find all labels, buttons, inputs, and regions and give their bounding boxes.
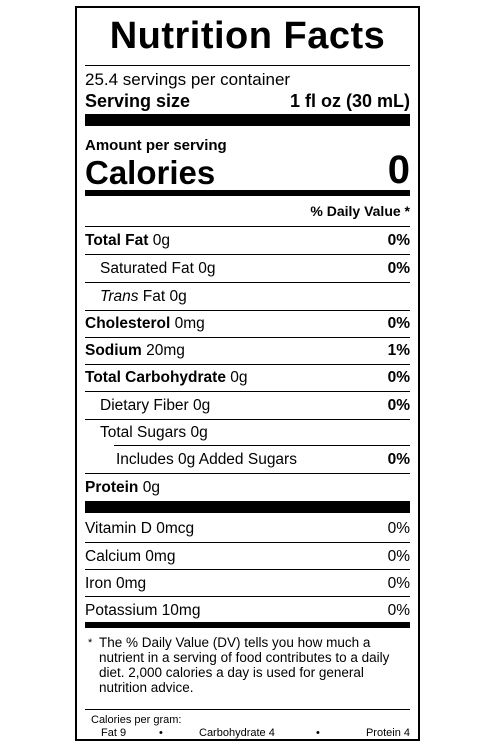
medium-divider	[85, 622, 410, 628]
footnote-star: *	[88, 637, 93, 649]
saturated-fat: Saturated Fat 0g	[100, 260, 216, 277]
bullet: •	[316, 727, 320, 739]
footnote-text: The % Daily Value (DV) tells you how muc…	[99, 635, 390, 695]
total-sugars: Total Sugars 0g	[100, 424, 208, 441]
sodium-amount: 20mg	[146, 342, 185, 359]
added-sugars-dv: 0%	[387, 451, 410, 468]
divider	[85, 569, 410, 570]
potassium: Potassium 10mg	[85, 602, 201, 619]
calories-per-gram-label: Calories per gram:	[91, 714, 182, 726]
total-fat-row: Total Fat 0g	[85, 232, 170, 250]
divider	[114, 445, 410, 446]
bullet: •	[159, 727, 163, 739]
added-sugars: Includes 0g Added Sugars	[116, 451, 297, 468]
divider	[85, 254, 410, 255]
calcium-dv: 0%	[387, 548, 410, 565]
thick-divider	[85, 114, 410, 126]
vitamin-d: Vitamin D 0mcg	[85, 520, 195, 537]
carbohydrate-per-gram: Carbohydrate 4	[199, 727, 275, 739]
servings-per-container: 25.4 servings per container	[85, 70, 291, 89]
fat-per-gram: Fat 9	[101, 727, 127, 739]
calories-value: 0	[387, 148, 410, 192]
divider	[85, 337, 410, 338]
divider	[85, 282, 410, 283]
protein-name: Protein	[85, 479, 139, 496]
label-content: Nutrition Facts 25.4 servings per contai…	[85, 8, 410, 739]
sodium-name: Sodium	[85, 342, 142, 359]
sodium-dv: 1%	[387, 342, 410, 359]
daily-value-header: % Daily Value *	[310, 203, 410, 219]
divider	[85, 65, 410, 66]
divider	[85, 226, 410, 227]
calories-label: Calories	[85, 154, 216, 191]
dietary-fiber-dv: 0%	[387, 397, 410, 414]
divider	[85, 310, 410, 311]
trans-fat-italic: Trans	[100, 288, 139, 305]
iron: Iron 0mg	[85, 575, 147, 592]
divider	[85, 473, 410, 474]
total-fat-amount: 0g	[152, 232, 170, 249]
divider	[85, 419, 410, 420]
total-fat-name: Total Fat	[85, 232, 149, 249]
cholesterol-dv: 0%	[387, 315, 410, 332]
amount-per-serving: Amount per serving	[85, 137, 227, 154]
divider	[85, 709, 410, 710]
thick-divider	[85, 501, 410, 513]
vitamin-d-dv: 0%	[387, 520, 410, 537]
iron-dv: 0%	[387, 575, 410, 592]
sodium-row: Sodium 20mg	[85, 342, 185, 360]
divider	[85, 542, 410, 543]
trans-fat-rest: Fat 0g	[142, 288, 187, 305]
label-title: Nutrition Facts	[109, 15, 386, 57]
cholesterol-name: Cholesterol	[85, 315, 171, 332]
serving-size-label: Serving size	[85, 91, 191, 111]
trans-fat-row: Trans Fat 0g	[100, 288, 187, 306]
divider	[85, 364, 410, 365]
potassium-dv: 0%	[387, 602, 410, 619]
cholesterol-row: Cholesterol 0mg	[85, 315, 205, 333]
nutrition-label: Nutrition Facts 25.4 servings per contai…	[75, 6, 420, 741]
total-carbohydrate-dv: 0%	[387, 369, 410, 386]
medium-divider	[85, 190, 410, 196]
total-carbohydrate-name: Total Carbohydrate	[85, 369, 226, 386]
divider	[85, 596, 410, 597]
dietary-fiber: Dietary Fiber 0g	[100, 397, 211, 414]
total-fat-dv: 0%	[387, 232, 410, 249]
total-carbohydrate-amount: 0g	[230, 369, 248, 386]
serving-size-value: 1 fl oz (30 mL)	[289, 91, 410, 111]
saturated-fat-dv: 0%	[387, 260, 410, 277]
total-carbohydrate-row: Total Carbohydrate 0g	[85, 369, 248, 387]
cholesterol-amount: 0mg	[174, 315, 205, 332]
protein-amount: 0g	[142, 479, 160, 496]
divider	[85, 391, 410, 392]
protein-row: Protein 0g	[85, 479, 160, 497]
protein-per-gram: Protein 4	[365, 727, 410, 739]
calcium: Calcium 0mg	[85, 548, 176, 565]
